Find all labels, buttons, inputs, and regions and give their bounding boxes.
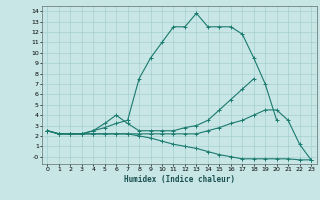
X-axis label: Humidex (Indice chaleur): Humidex (Indice chaleur) — [124, 175, 235, 184]
